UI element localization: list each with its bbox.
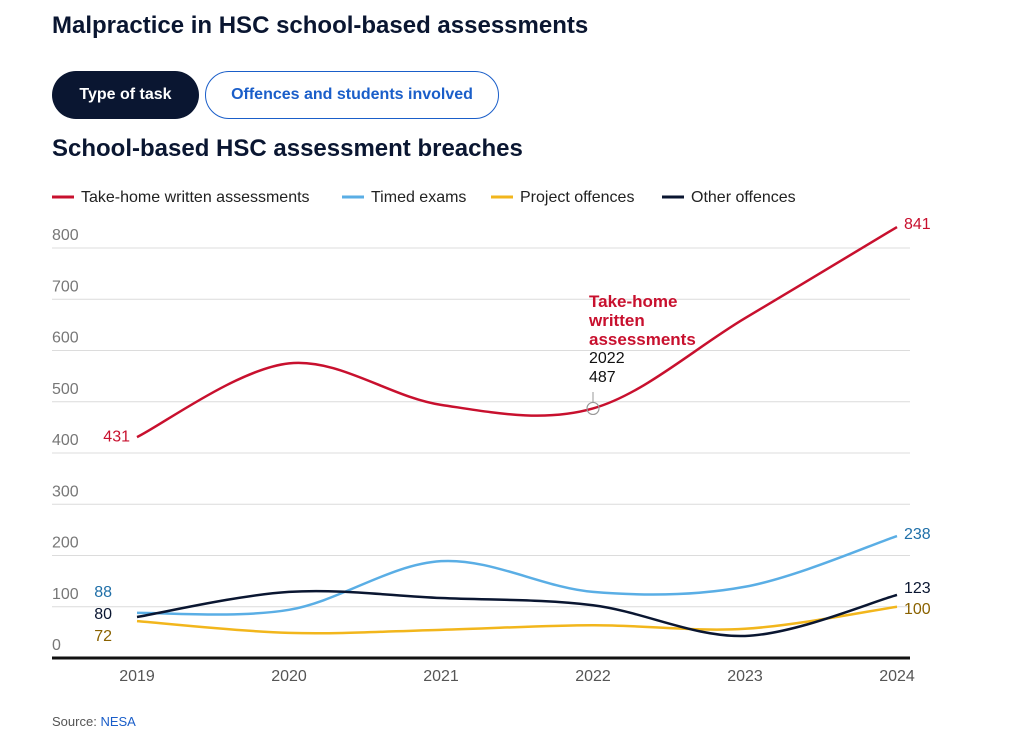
tab[interactable]: Offences and students involved bbox=[205, 71, 499, 119]
y-tick-label: 500 bbox=[52, 381, 79, 398]
series-line bbox=[136, 225, 898, 439]
x-tick-label: 2023 bbox=[727, 668, 763, 685]
legend-label: Take-home written assessments bbox=[81, 189, 310, 206]
x-tick-label: 2022 bbox=[575, 668, 611, 685]
legend-label: Other offences bbox=[691, 189, 796, 206]
page-title: Malpractice in HSC school-based assessme… bbox=[52, 12, 589, 39]
annotation-series: Take-home written assessments bbox=[589, 292, 696, 349]
y-tick-label: 100 bbox=[52, 586, 79, 603]
y-tick-label: 700 bbox=[52, 278, 79, 295]
annotation-value: 487 bbox=[589, 369, 616, 386]
x-tick-label: 2019 bbox=[119, 668, 155, 685]
source-label: Source: bbox=[52, 714, 97, 729]
y-tick-label: 300 bbox=[52, 483, 79, 500]
source-link[interactable]: NESA bbox=[100, 714, 136, 729]
data-label: 238 bbox=[904, 526, 931, 543]
y-tick-label: 200 bbox=[52, 535, 79, 552]
y-tick-label: 800 bbox=[52, 227, 79, 244]
x-tick-label: 2020 bbox=[271, 668, 307, 685]
y-tick-label: 0 bbox=[52, 637, 61, 654]
series-line bbox=[136, 589, 898, 638]
data-label: 431 bbox=[103, 428, 130, 445]
x-tick-label: 2021 bbox=[423, 668, 459, 685]
data-label: 123 bbox=[904, 580, 931, 597]
data-label: 72 bbox=[94, 628, 112, 645]
data-label: 841 bbox=[904, 216, 931, 233]
y-tick-label: 400 bbox=[52, 432, 79, 449]
x-tick-label: 2024 bbox=[879, 668, 915, 685]
annotation-year: 2022 bbox=[589, 350, 625, 367]
data-label: 88 bbox=[94, 584, 112, 601]
annotation: Take-home written assessments 2022 487 bbox=[589, 292, 709, 387]
data-label: 80 bbox=[94, 606, 112, 623]
legend-label: Project offences bbox=[520, 189, 634, 206]
y-tick-label: 600 bbox=[52, 330, 79, 347]
legend-label: Timed exams bbox=[371, 189, 466, 206]
tab-active[interactable]: Type of task bbox=[52, 71, 199, 119]
hover-point bbox=[586, 401, 600, 416]
source: Source: NESA bbox=[52, 714, 136, 729]
series-line bbox=[136, 605, 898, 635]
series-line bbox=[136, 534, 898, 616]
chart-title: School-based HSC assessment breaches bbox=[52, 135, 523, 162]
data-label: 100 bbox=[904, 601, 931, 618]
